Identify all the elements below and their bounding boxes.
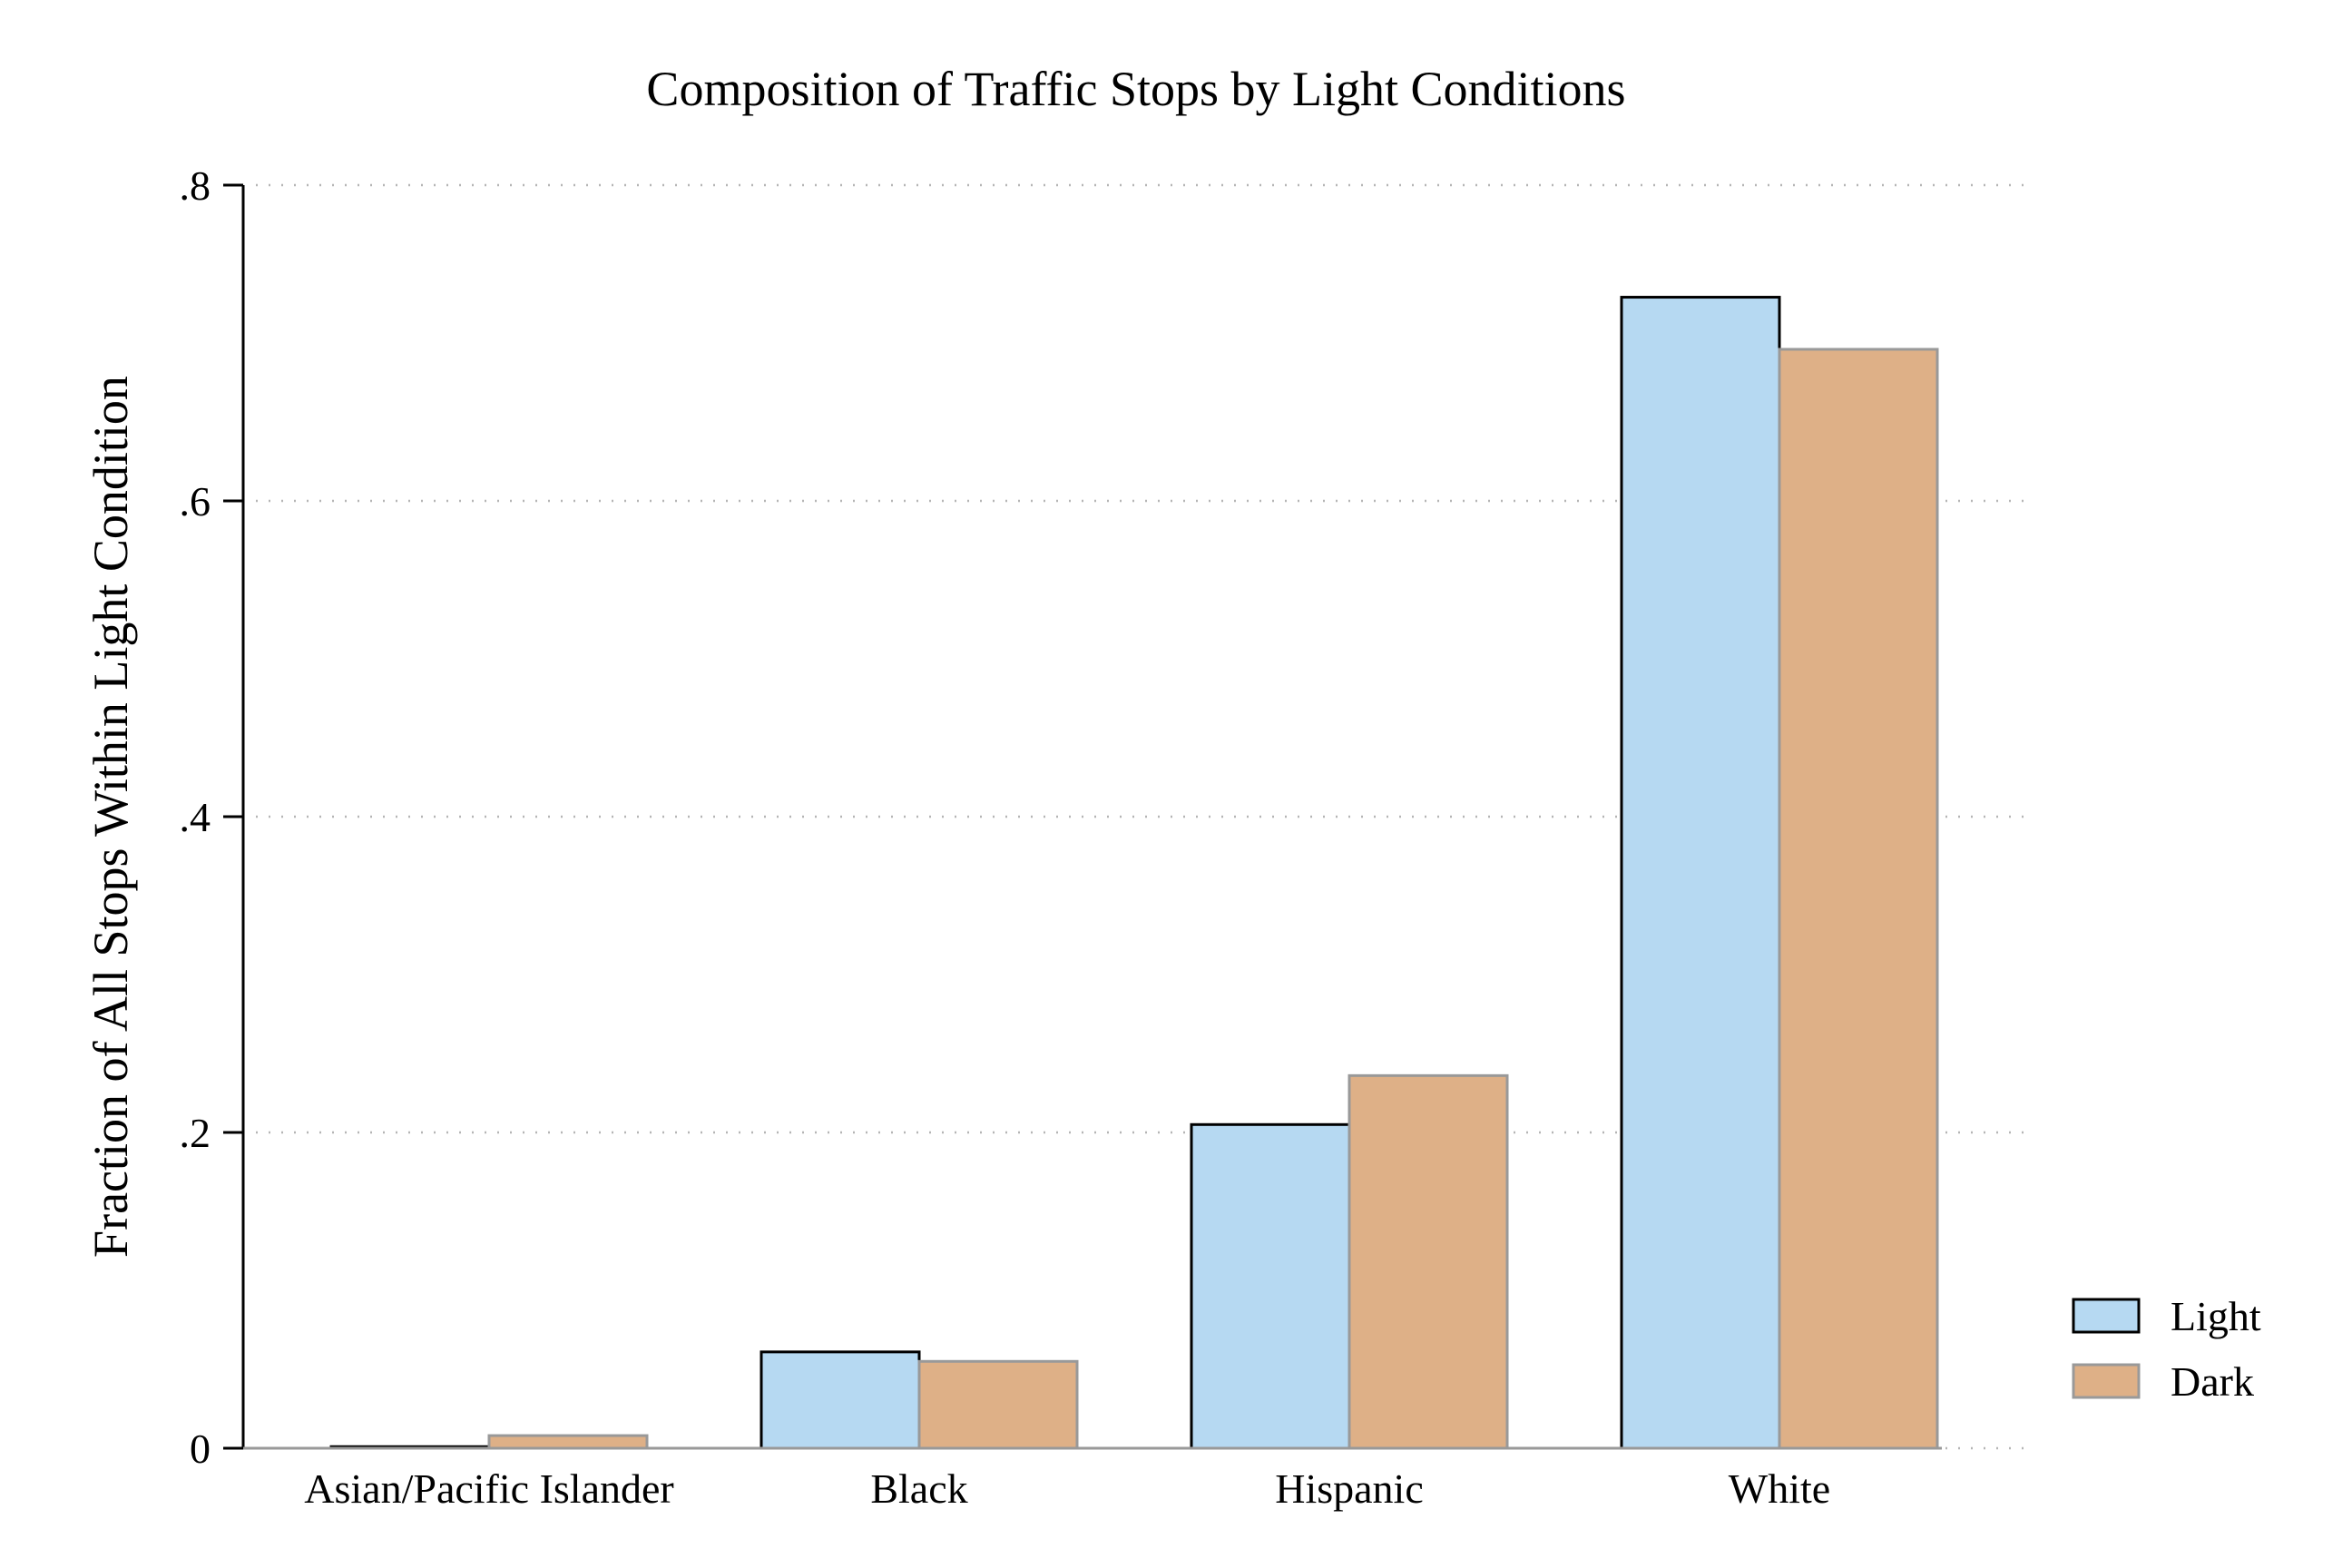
bar-dark — [487, 1434, 649, 1450]
x-axis-labels: Asian/Pacific Islander Black Hispanic White — [304, 1465, 1830, 1512]
x-tick-label: White — [1729, 1465, 1830, 1512]
bar-light — [1190, 1122, 1351, 1450]
y-tick-label: .4 — [180, 794, 211, 840]
legend-label: Light — [2171, 1293, 2261, 1339]
x-tick-label: Black — [870, 1465, 967, 1512]
legend-swatch-light — [2072, 1298, 2141, 1334]
y-axis-title: Fraction of All Stops Within Light Condi… — [83, 376, 138, 1258]
y-tick-label: .6 — [180, 478, 211, 524]
y-axis-ticks: 0 .2 .4 .6 .8 — [180, 162, 243, 1472]
bar-light — [760, 1350, 921, 1450]
legend: Light Dark — [2072, 1293, 2261, 1405]
x-tick-label: Hispanic — [1275, 1465, 1424, 1512]
y-tick-label: 0 — [190, 1426, 211, 1472]
legend-label: Dark — [2171, 1358, 2254, 1405]
y-tick-label: .2 — [180, 1110, 211, 1156]
bar-dark — [917, 1359, 1079, 1450]
legend-swatch-dark — [2072, 1363, 2141, 1399]
bar-dark — [1348, 1073, 1509, 1450]
bar-dark — [1778, 348, 1939, 1450]
y-tick-label: .8 — [180, 162, 211, 209]
x-tick-label: Asian/Pacific Islander — [304, 1465, 673, 1512]
bars — [329, 296, 1939, 1450]
chart-title: Composition of Traffic Stops by Light Co… — [646, 62, 1625, 116]
bar-light — [1620, 296, 1781, 1450]
